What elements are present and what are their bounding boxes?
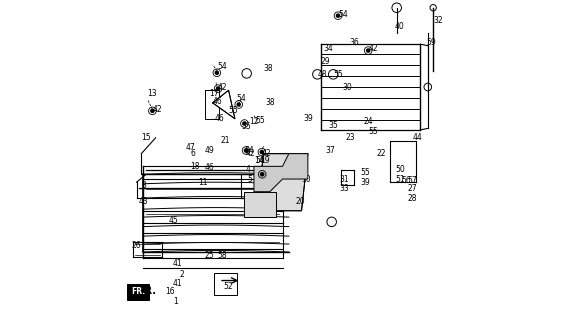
Text: 46: 46 [205, 164, 215, 172]
Text: 27: 27 [408, 184, 418, 193]
Text: 46: 46 [212, 97, 223, 106]
Text: 4: 4 [246, 165, 251, 174]
Text: FR.: FR. [131, 287, 145, 296]
Text: 36: 36 [349, 38, 359, 47]
Text: 46: 46 [214, 114, 224, 123]
Text: 18: 18 [190, 162, 200, 171]
Text: 55: 55 [229, 106, 238, 115]
Text: 15: 15 [141, 133, 151, 142]
Text: 41: 41 [173, 259, 182, 268]
Text: 53: 53 [254, 189, 264, 198]
Text: 57: 57 [408, 176, 418, 185]
Text: 42: 42 [262, 172, 272, 180]
Circle shape [151, 109, 154, 112]
Text: 41: 41 [173, 279, 182, 288]
Text: 28: 28 [408, 194, 418, 203]
Text: 47: 47 [186, 143, 195, 152]
Text: 3: 3 [141, 181, 146, 190]
Text: 43: 43 [138, 197, 148, 206]
Text: 9: 9 [300, 165, 305, 174]
Text: 56: 56 [402, 176, 411, 185]
Polygon shape [245, 192, 276, 217]
Text: 44: 44 [412, 133, 422, 142]
Text: 42: 42 [218, 83, 227, 92]
Polygon shape [254, 154, 308, 192]
Text: 12: 12 [249, 117, 259, 126]
Text: 48: 48 [318, 70, 327, 79]
Text: 38: 38 [263, 63, 273, 73]
Text: 38: 38 [265, 99, 275, 108]
Circle shape [237, 103, 240, 106]
Text: 21: 21 [221, 136, 230, 146]
Text: 20: 20 [295, 197, 305, 206]
Text: 46: 46 [260, 170, 270, 179]
Text: 50: 50 [395, 165, 405, 174]
Text: FR.: FR. [138, 286, 156, 296]
Text: 17: 17 [210, 89, 219, 98]
Text: 55: 55 [333, 70, 343, 79]
Circle shape [336, 14, 340, 17]
Circle shape [260, 173, 264, 176]
Text: 42: 42 [246, 149, 255, 158]
Text: 25: 25 [205, 251, 214, 260]
Text: 54: 54 [237, 94, 246, 103]
Text: 5: 5 [247, 174, 253, 184]
Text: 49: 49 [205, 146, 215, 155]
Text: 51: 51 [395, 174, 405, 184]
Text: 1: 1 [173, 297, 178, 306]
Text: 42: 42 [368, 44, 378, 53]
Text: 10: 10 [301, 174, 311, 184]
Text: 11: 11 [198, 178, 208, 187]
Text: 55: 55 [360, 168, 370, 177]
Text: 54: 54 [245, 146, 254, 155]
Text: 2: 2 [180, 270, 184, 279]
Text: 35: 35 [328, 121, 338, 130]
Text: 55: 55 [241, 122, 251, 131]
Circle shape [215, 71, 219, 74]
Text: 32: 32 [433, 16, 443, 25]
Text: 45: 45 [168, 216, 178, 225]
Text: 16: 16 [165, 287, 175, 296]
Text: 54: 54 [338, 10, 348, 19]
Text: 58: 58 [218, 251, 227, 260]
Text: 34: 34 [324, 44, 333, 53]
Text: 23: 23 [346, 133, 355, 142]
Text: 42: 42 [262, 149, 272, 158]
Text: 42: 42 [153, 105, 162, 114]
Text: 55: 55 [368, 127, 378, 136]
Text: 54: 54 [218, 62, 227, 71]
Circle shape [260, 150, 263, 154]
Polygon shape [212, 90, 235, 119]
FancyBboxPatch shape [127, 284, 149, 300]
Text: 30: 30 [343, 83, 353, 92]
Polygon shape [257, 154, 308, 211]
Text: 39: 39 [303, 114, 313, 123]
Text: 13: 13 [147, 89, 157, 98]
Text: 52: 52 [224, 282, 233, 292]
Text: 22: 22 [376, 149, 385, 158]
Text: 55: 55 [255, 116, 266, 125]
Text: 59: 59 [427, 38, 437, 47]
Text: 54: 54 [255, 156, 266, 164]
Text: 6: 6 [190, 149, 195, 158]
Text: 31: 31 [340, 174, 349, 184]
Text: 14: 14 [254, 156, 264, 164]
Text: 37: 37 [325, 146, 335, 155]
Text: 39: 39 [360, 178, 370, 187]
Text: 33: 33 [340, 184, 349, 193]
Text: 24: 24 [363, 117, 373, 126]
Text: 26: 26 [132, 241, 141, 250]
Circle shape [243, 122, 246, 125]
Circle shape [245, 149, 247, 152]
Circle shape [367, 49, 370, 52]
Text: 29: 29 [320, 57, 330, 66]
Text: 40: 40 [395, 22, 405, 31]
Text: 19: 19 [260, 156, 270, 164]
Circle shape [216, 87, 220, 90]
